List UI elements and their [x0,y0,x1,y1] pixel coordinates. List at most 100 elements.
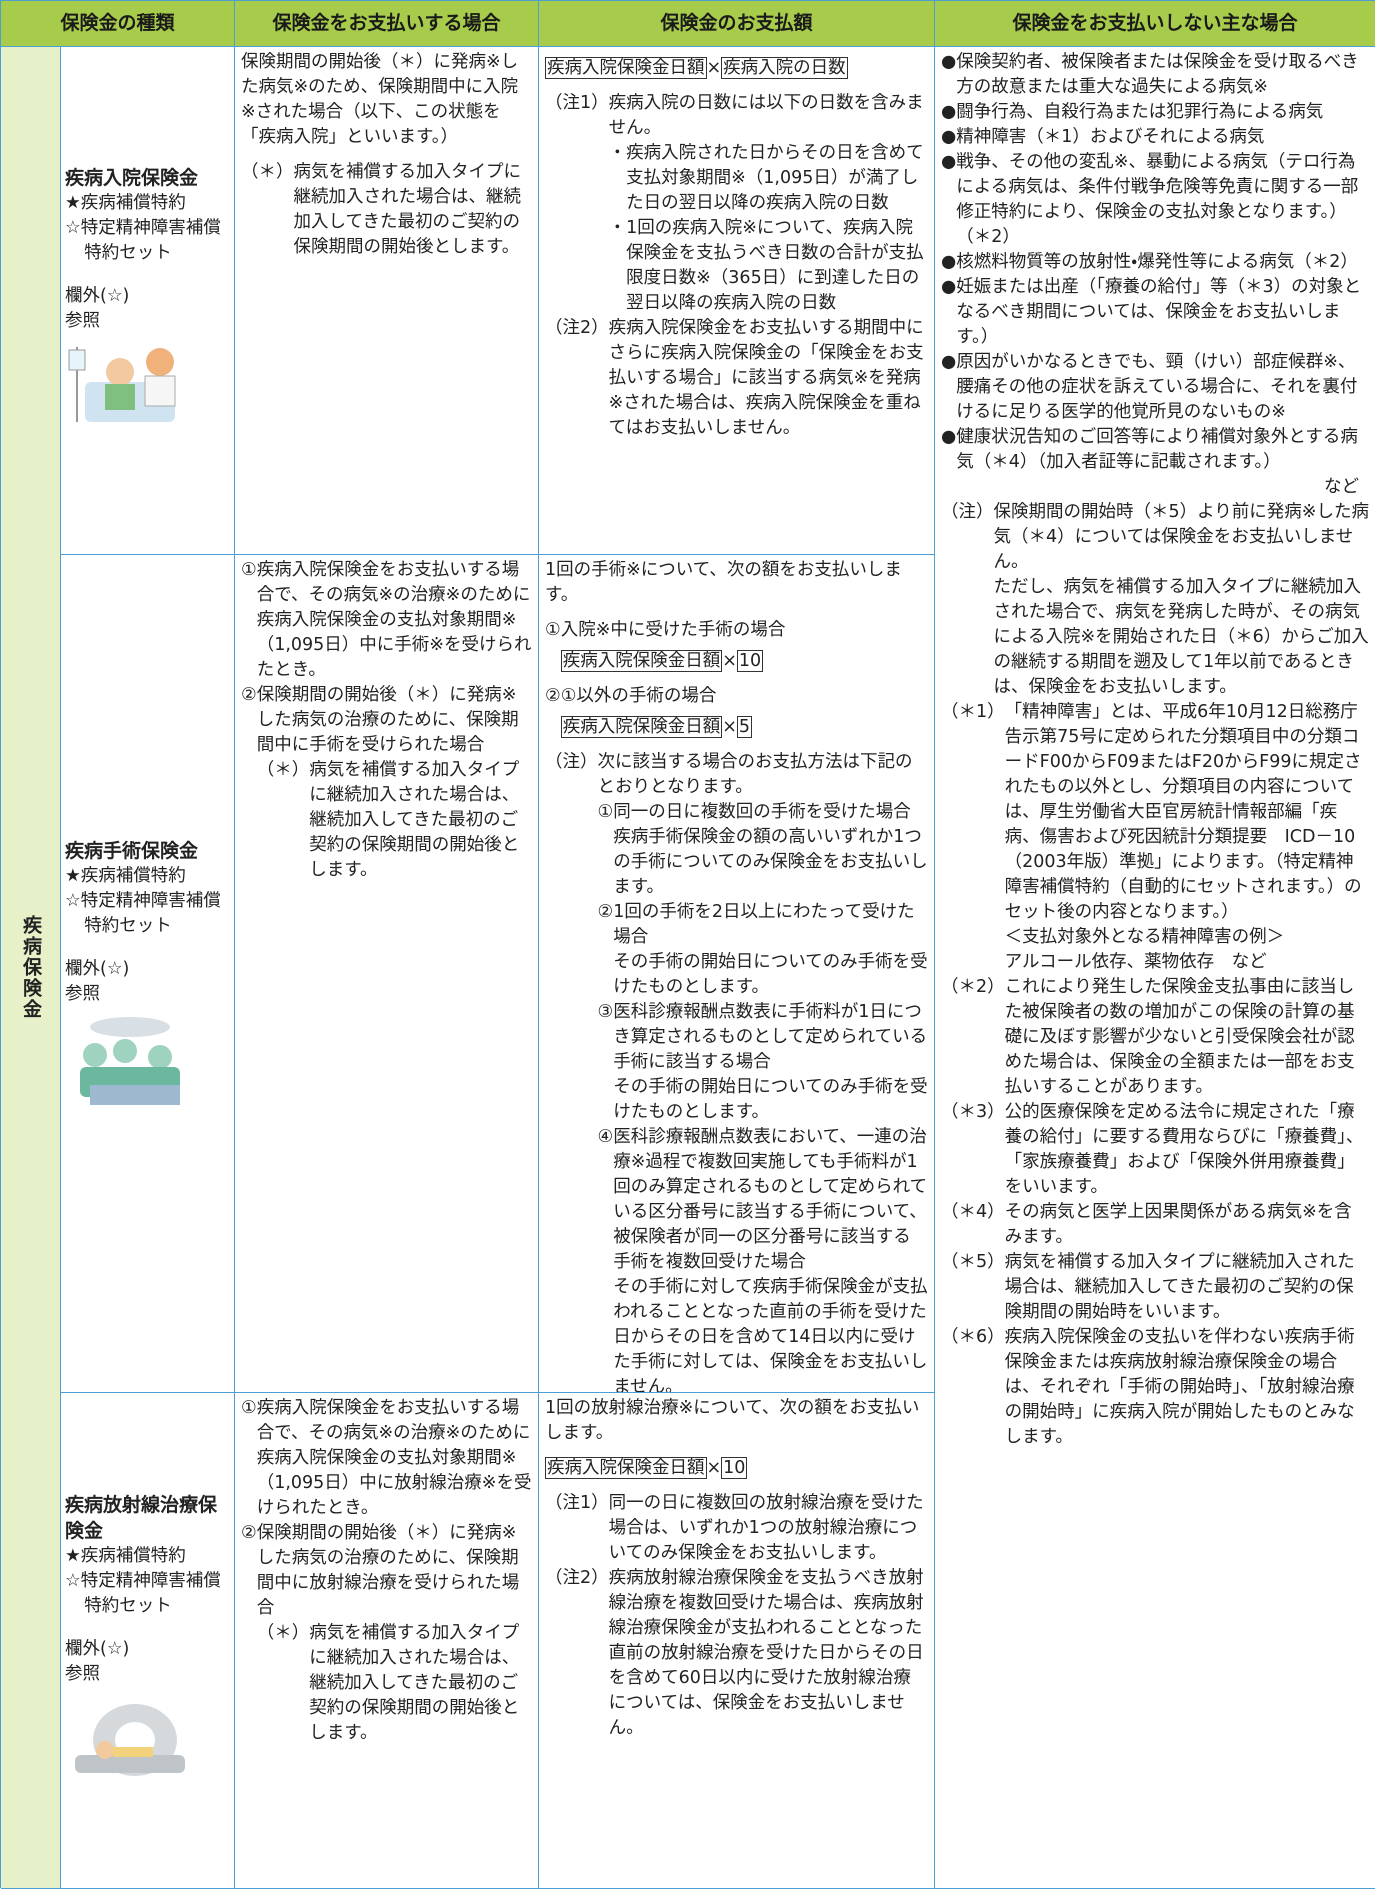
item-mark: ● [941,152,957,172]
item-body: 疾病入院保険金の支払いを伴わない疾病手術保険金または疾病放射線治療保険金の場合は… [1005,1325,1369,1450]
item-detail: その手術の開始日についてのみ手術を受けたものとします。 [613,952,928,997]
rider: ★疾病補償特約 [65,192,186,213]
operator: × [722,717,737,737]
conditions-cell: ① 疾病入院保険金をお支払いする場合で、その病気※の治療※のために疾病入院保険金の… [235,555,539,1393]
item-text: ①以外の手術の場合 [560,686,717,706]
paragraph: 1回の放射線治療※について、次の額をお支払いします。 [545,1398,920,1443]
item-body: 疾病入院の日数には以下の日数を含みません。・疾病入院された日からその日を含めて支… [609,91,928,316]
illustration [75,1703,185,1776]
formula: 疾病入院保険金日額 × 10 [560,649,928,674]
rider: ☆特定精神障害補償特約セット [65,890,221,936]
list-item: （注） 次に該当する場合のお支払方法は下記のとおりとなります。 ① 同一の日に複数回の… [545,750,929,1392]
list-item: ● 精神障害（＊1）およびそれによる病気 [941,125,1369,150]
item-text: 疾病入院の日数には以下の日数を含みません。 [608,93,924,138]
item-text: 保険期間の開始後（＊）に発病※した病気の治療のために、保険期間中に放射線治療を受… [256,1523,520,1618]
type-cell: 疾病入院保険金 ★疾病補償特約 ☆特定精神障害補償特約セット 欄外(☆) 参照 [61,47,235,555]
item-mark: （注2） [545,1568,609,1588]
note-line: 欄外(☆) [65,1638,130,1659]
etc: など [1324,477,1359,497]
paragraph: 保険期間の開始後（＊）に発病※した病気※のため、保険期間中に入院※された場合（以… [241,52,519,147]
list-item: ③ 医科診療報酬点数表に手術料が1日につき算定されるものとして定められている手術に… [598,1000,929,1125]
item-mark: ● [941,52,957,72]
category-label: 疾病保険金 [1,47,61,1889]
list-item: ● 闘争行為、自殺行為または犯罪行為による病気 [941,100,1369,125]
item-detail: 疾病手術保険金の額の高いいずれか1つの手術についてのみ保険金をお支払いします。 [613,827,928,897]
item-body: 疾病放射線治療保険金を支払うべき放射線治療を複数回受けた場合は、疾病放射線治療保… [609,1566,928,1741]
item-body: 疾病入院保険金をお支払いする場合で、その病気※の治療※のために疾病入院保険金の支… [257,558,532,683]
list-item: ④ 医科診療報酬点数表において、一連の治療※過程で複数回実施しても手術料が1回のみ… [597,1125,929,1392]
item-mark: （＊5） [941,1252,1005,1272]
item-text: 保険期間の開始時（＊5）より前に発病※した病気（＊4）については保険金をお支払い… [993,502,1369,572]
item-body: 保険期間の開始後（＊）に発病※した病気の治療のために、保険期間中に放射線治療を受… [257,1521,532,1746]
item-text: 保険期間の開始後（＊）に発病※した病気の治療のために、保険期間中に手術を受けられ… [256,685,519,755]
payment-cell: 1回の手術※について、次の額をお支払いします。 ① 入院※中に受けた手術の場合 疾病入… [539,555,935,1393]
item-body: 病気を補償する加入タイプに継続加入された場合は、継続加入してきた最初のご契約の保… [309,758,532,883]
item-text: 医科診療報酬点数表に手術料が1日につき算定されるものとして定められている手術に該… [613,1002,928,1072]
list-item: ① 入院※中に受けた手術の場合 疾病入院保険金日額 × 10 [545,618,928,684]
item-body: 医科診療報酬点数表に手術料が1日につき算定されるものとして定められている手術に該… [613,1000,928,1125]
list-item: ② 保険期間の開始後（＊）に発病※した病気の治療のために、保険期間中に放射線治療を… [241,1521,532,1746]
boxed-term: 疾病入院保険金日額 [560,716,723,738]
boxed-term: 疾病入院の日数 [721,57,848,79]
note: 欄外(☆) 参照 [65,284,230,334]
item-body: その病気と医学上因果関係がある病気※を含みます。 [1005,1200,1369,1250]
rider: ☆特定精神障害補償特約セット [65,217,221,263]
item-body: 核燃料物質等の放射性・爆発性等による病気（＊2） [956,250,1369,275]
list-item: ② 1回の手術を2日以上にわたって受けた場合 その手術の開始日についてのみ手術を受け… [598,900,929,1000]
item-text: 1回の疾病入院※について、疾病入院保険金を支払うべき日数の合計が支払限度日数※（… [626,218,924,313]
list-item: ● 保険契約者、被保険者または保険金を受け取るべき方の故意または重大な過失による病… [941,50,1369,100]
paragraph: 1回の手術※について、次の額をお支払いします。 [545,560,902,605]
type-name: 疾病手術保険金 [65,839,199,862]
boxed-term: 5 [736,716,753,738]
list-item: （＊） 病気を補償する加入タイプに継続加入された場合は、継続加入してきた最初のご契… [241,160,532,260]
item-text: 同一の日に複数回の手術を受けた場合 [613,802,911,822]
payment-cell: 疾病入院保険金日額 × 疾病入院の日数 （注1） 疾病入院の日数には以下の日数を含みませ… [539,47,935,555]
list-item: ・ 1回の疾病入院※について、疾病入院保険金を支払うべき日数の合計が支払限度日数※… [609,216,928,316]
item-mark: ● [941,102,957,122]
list-item: ● 核燃料物質等の放射性・爆発性等による病気（＊2） [941,250,1369,275]
item-body: 医科診療報酬点数表において、一連の治療※過程で複数回実施しても手術料が1回のみ算… [613,1125,928,1392]
item-body: 保険期間の開始時（＊5）より前に発病※した病気（＊4）については保険金をお支払い… [994,500,1370,700]
formula: 疾病入院保険金日額 × 10 [545,1456,928,1481]
header-cell: 保険金をお支払いする場合 [235,1,539,47]
item-mark: （＊6） [941,1327,1005,1347]
type-name: 疾病放射線治療保険金 [65,1493,218,1542]
item-body: 原因がいかなるときでも、頸（けい）部症候群※、腰痛その他の症状を訴えている場合に… [956,350,1369,425]
note-line: 参照 [65,310,100,331]
rider: ☆特定精神障害補償特約セット [65,1570,221,1616]
item-text: 病気を補償する加入タイプに継続加入された場合は、継続加入してきた最初のご契約の保… [1004,1252,1355,1322]
item-mark: ① [241,1398,257,1418]
item-body: 病気を補償する加入タイプに継続加入された場合は、継続加入してきた最初のご契約の保… [1005,1250,1369,1325]
note: 欄外(☆) 参照 [65,1637,230,1687]
item-body: 戦争、その他の変乱※、暴動による病気（テロ行為による病気は、条件付戦争危険等免責… [956,150,1369,250]
item-text: 病気を補償する加入タイプに継続加入された場合は、継続加入してきた最初のご契約の保… [309,760,520,880]
item-mark: （＊4） [941,1202,1005,1222]
item-text: その病気と医学上因果関係がある病気※を含みます。 [1004,1202,1352,1247]
item-body: 闘争行為、自殺行為または犯罪行為による病気 [956,100,1369,125]
item-mark: ● [941,277,957,297]
item-text: 次に該当する場合のお支払方法は下記のとおりとなります。 [597,752,913,797]
item-text: 疾病入院保険金をお支払いする場合で、その病気※の治療※のために疾病入院保険金の支… [256,1398,532,1518]
list-item: （＊4） その病気と医学上因果関係がある病気※を含みます。 [941,1200,1369,1250]
type-cell: 疾病手術保険金 ★疾病補償特約 ☆特定精神障害補償特約セット 欄外(☆) 参照 [61,555,235,1393]
item-text: 病気を補償する加入タイプに継続加入された場合は、継続加入してきた最初のご契約の保… [309,1623,520,1743]
list-item: ② ①以外の手術の場合 疾病入院保険金日額 × 5 [545,684,928,750]
item-mark: （注1） [545,93,609,113]
item-detail: ＜支払対象外となる精神障害の例＞ [1004,927,1285,947]
item-text: 原因がいかなるときでも、頸（けい）部症候群※、腰痛その他の症状を訴えている場合に… [956,352,1358,422]
list-item: ① 疾病入院保険金をお支払いする場合で、その病気※の治療※のために疾病入院保険金の… [241,558,532,683]
item-mark: ④ [597,1127,614,1147]
item-body: 次に該当する場合のお支払方法は下記のとおりとなります。 ① 同一の日に複数回の手術を… [597,750,929,1392]
item-body: ①以外の手術の場合 疾病入院保険金日額 × 5 [560,684,928,750]
list-item: （注1） 同一の日に複数回の放射線治療を受けた場合は、いずれか1つの放射線治療につ… [545,1491,928,1566]
item-mark: ① [241,560,257,580]
rider: ★疾病補償特約 [65,1545,186,1566]
item-text: 核燃料物質等の放射性・爆発性等による病気（＊2） [956,252,1358,272]
item-mark: （注） [941,502,994,522]
type-cell: 疾病放射線治療保険金 ★疾病補償特約 ☆特定精神障害補償特約セット欄外(☆) 参照 [61,1393,235,1889]
list-item: （＊6） 疾病入院保険金の支払いを伴わない疾病手術保険金または疾病放射線治療保険金… [941,1325,1369,1450]
item-text: 疾病入院保険金をお支払いする期間中にさらに疾病入院保険金の「保険金をお支払いする… [608,318,924,438]
conditions-cell: ① 疾病入院保険金をお支払いする場合で、その病気※の治療※のために疾病入院保険金の… [235,1393,539,1889]
item-body: 病気を補償する加入タイプに継続加入された場合は、継続加入してきた最初のご契約の保… [309,1621,532,1746]
item-mark: （＊3） [941,1102,1005,1122]
